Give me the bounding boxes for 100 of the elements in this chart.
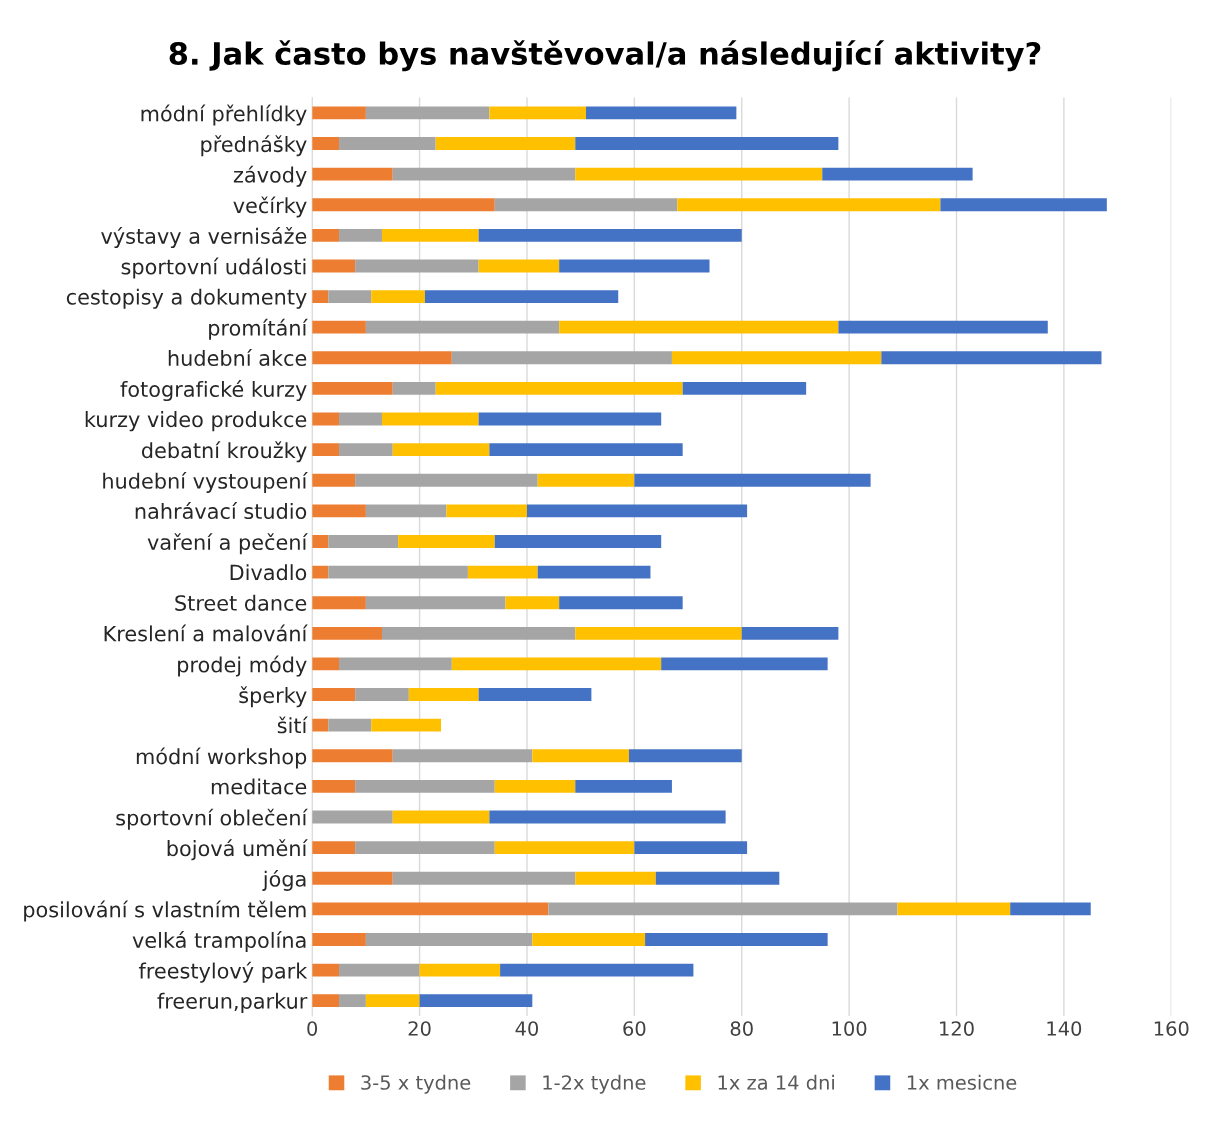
bar [365,504,447,518]
bar [532,933,646,946]
bar [419,963,501,977]
legend-label: 1x mesicne [907,1074,1017,1090]
y-tick-label: kurzy video produkce [85,411,307,432]
bar [677,198,941,212]
x-tick-label: 40 [515,1021,539,1036]
bar [312,443,340,457]
bar [312,167,393,181]
x-tick-label: 0 [307,1021,318,1036]
bar [312,412,340,426]
bar [446,504,527,518]
bar [392,871,576,885]
y-tick-label: bojová umění [167,839,308,861]
bar [478,688,592,701]
bar [339,412,382,426]
bar [559,596,683,610]
bar [881,351,1102,365]
y-tick-label: sportovní oblečení [116,808,308,830]
bar [339,963,420,977]
bar [655,871,780,885]
bar [365,596,506,610]
bar [312,963,340,977]
bar [312,657,340,671]
bar [339,994,366,1008]
bar [312,504,366,518]
bar [537,565,651,579]
bar [312,902,549,916]
bar [467,565,538,579]
bar [537,473,635,487]
bar [628,749,742,763]
bar [398,535,495,548]
bar [682,381,807,395]
bar [312,933,366,946]
bar [500,963,694,977]
bar [339,443,393,457]
bar [575,167,823,181]
bar [312,994,340,1008]
bar [355,259,479,273]
y-tick-label: freerun,parkur [157,992,308,1013]
y-tick-label: vaření a pečení [147,533,308,555]
bar [312,228,340,242]
y-tick-label: jóga [262,869,306,891]
bar [494,841,635,855]
bar [312,351,452,365]
bar [392,810,490,824]
bar [339,657,452,671]
y-tick-label: Kreslení a malování [104,624,308,642]
y-tick-label: módní přehlídky [141,104,307,126]
bar [575,626,742,640]
bar [312,779,356,793]
bar [312,106,366,120]
y-tick-label: šperky [239,686,307,708]
bar [381,228,479,242]
x-tick-label: 100 [832,1021,867,1036]
y-tick-label: posilování s vlastním tělem [24,900,306,922]
bar [661,657,828,671]
bar [355,688,409,701]
x-tick-label: 60 [623,1021,646,1036]
bar [365,933,533,946]
bar [339,137,436,150]
y-tick-label: módní workshop [136,747,307,769]
bar [526,504,748,518]
bar [392,749,533,763]
bar [339,228,382,242]
y-tick-label: cestopisy a dokumenty [66,288,307,309]
bar [478,259,560,273]
y-tick-label: promítání [209,318,308,340]
bar [419,994,533,1008]
bar [312,841,356,855]
bar [392,167,576,181]
bar [575,779,672,793]
bar [371,718,442,732]
bar [355,841,495,855]
bar [1010,902,1091,916]
bar [312,810,393,824]
bar [365,994,420,1008]
bar [494,779,576,793]
bar [634,473,871,487]
bar [312,535,329,548]
bar [312,137,340,150]
bar [312,198,495,212]
bar [494,198,678,212]
bar [559,320,839,334]
bar [328,535,399,548]
bar [312,596,366,610]
y-tick-label: večírky [233,196,307,218]
bar [392,443,490,457]
bar [489,106,587,120]
legend-label: 3-5 x tydne [361,1074,471,1094]
y-tick-label: freestylový park [138,961,308,983]
bar [381,412,479,426]
y-tick-label: fotografické kurzy [120,380,307,402]
x-tick-label: 160 [1154,1021,1189,1036]
bar [312,381,393,395]
bar [478,412,662,426]
bar [838,320,1048,334]
bar [312,320,366,334]
bar [312,871,393,885]
bar [424,290,619,303]
